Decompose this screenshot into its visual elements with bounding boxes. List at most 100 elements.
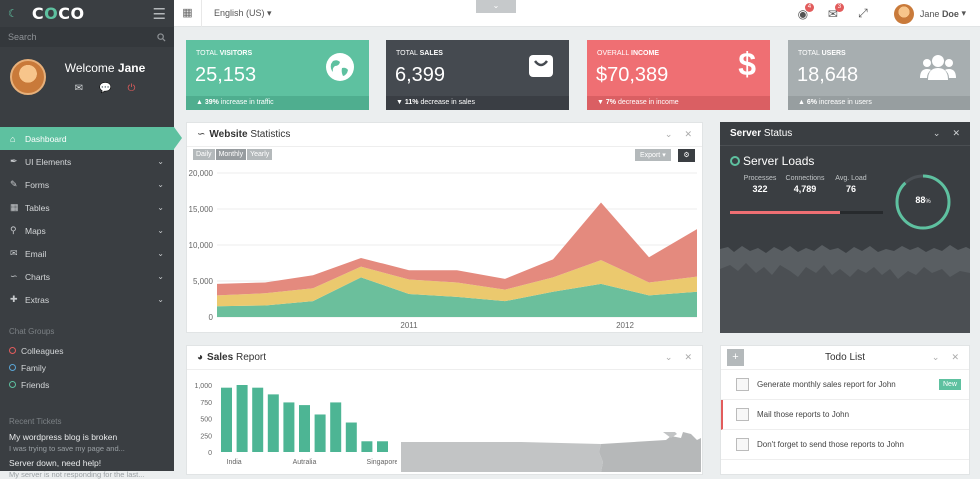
status-dot-icon (9, 381, 16, 388)
chevron-down-icon[interactable]: ⌄ (664, 352, 673, 362)
sidebar-item-extras[interactable]: ✚ Extras ⌄ (10, 294, 164, 305)
y-tick-label: 15,000 (189, 205, 214, 214)
panel-title: Server Status (730, 128, 793, 139)
y-tick-label: 250 (200, 433, 212, 440)
chat-icon[interactable]: 💬 (99, 82, 112, 94)
todo-item: Mail those reports to John (721, 400, 969, 430)
chevron-down-icon: ⌄ (157, 180, 164, 189)
moon-icon: ☾ (8, 8, 18, 20)
todo-checkbox[interactable] (736, 378, 749, 391)
chat-group-friends[interactable]: Friends (0, 376, 174, 393)
sidebar-item-maps[interactable]: ⚲ Maps ⌄ (10, 225, 164, 236)
chevron-down-icon[interactable]: ⌄ (932, 128, 941, 138)
chat-group-family[interactable]: Family (0, 359, 174, 376)
globe-icon: ◉ (797, 6, 809, 21)
server-load-bar (730, 211, 883, 214)
todo-checkbox[interactable] (736, 438, 749, 451)
chevron-down-icon[interactable]: ⌄ (664, 129, 673, 139)
x-tick-label: 2012 (616, 321, 634, 330)
chevron-down-icon: ⌄ (157, 203, 164, 212)
export-button[interactable]: Export ▾ (635, 149, 671, 161)
close-icon[interactable]: ✕ (951, 352, 959, 362)
fullscreen-button[interactable]: ⤢ (848, 6, 878, 21)
bar (267, 394, 279, 452)
sidebar-item-dashboard[interactable]: ⌂ Dashboard (0, 127, 182, 150)
bar (283, 402, 295, 452)
todo-checkbox[interactable] (736, 408, 749, 421)
apps-grid-icon[interactable]: ▦ (174, 0, 202, 27)
server-status-panel: Server Status ⌄ ✕ Server Loads Processes 3… (720, 122, 970, 333)
status-dot-icon (9, 364, 16, 371)
range-daily-button[interactable]: Daily (193, 149, 215, 160)
todo-panel: + Todo List ⌄ ✕ Generate monthly sales re… (720, 345, 970, 475)
chat-group-colleagues[interactable]: Colleagues (0, 342, 174, 359)
brand-logo[interactable]: COCO (31, 4, 85, 23)
language-select[interactable]: English (US) ▾ (214, 7, 272, 18)
sidebar-item-charts[interactable]: ∽ Charts ⌄ (10, 271, 164, 282)
new-badge: New (938, 379, 961, 390)
tile-value: 25,153 (195, 64, 257, 86)
close-icon[interactable]: ✕ (684, 129, 692, 139)
website-statistics-panel: ∽ Website Statistics ⌄ ✕ Daily Monthly Ye… (186, 122, 703, 333)
menu-toggle-icon[interactable]: ☰ (152, 5, 166, 23)
sidebar-search[interactable]: Search (0, 27, 174, 47)
x-tick-label: India (227, 459, 242, 466)
line-chart-icon: ∽ (197, 129, 206, 140)
notifications-button[interactable]: ◉ 4 (788, 2, 818, 21)
sidebar-nav: ⌂ Dashboard ✒ UI Elements ⌄ ✎ Forms ⌄ ▦ Tables… (0, 127, 182, 311)
y-tick-label: 20,000 (189, 169, 214, 178)
envelope-icon[interactable]: ✉ (74, 82, 83, 94)
sales-report-chart: 1,000 750 500 250 0 India Autralia Singapore (194, 383, 397, 466)
power-icon[interactable]: ⏻ (127, 82, 136, 94)
pencil-icon: ✎ (10, 179, 18, 189)
avatar (893, 3, 914, 24)
sidebar-item-tables[interactable]: ▦ Tables ⌄ (10, 202, 164, 213)
pie-chart-icon: ◕ (197, 352, 204, 363)
stat-tile-visitors: Total Visitors 25,153 ▲ 39% increase in … (186, 40, 369, 110)
sidebar-item-email[interactable]: ✉ Email ⌄ (10, 248, 164, 259)
envelope-icon: ✉ (827, 6, 838, 21)
bar (299, 405, 310, 452)
expand-icon: ⤢ (858, 6, 868, 20)
bar (236, 385, 248, 452)
y-tick-label: 750 (200, 400, 212, 407)
bar (314, 414, 326, 452)
ticket-item[interactable]: Server down, need help! My server is not… (9, 458, 145, 479)
collapse-tab[interactable]: ⌄ (476, 0, 516, 13)
avatar[interactable] (10, 59, 46, 95)
sidebar: ☾ COCO ☰ Search Welcome Jane ✉ 💬 ⏻ ⌂ Dash… (0, 0, 182, 479)
range-yearly-button[interactable]: Yearly (247, 149, 273, 160)
close-icon[interactable]: ✕ (952, 128, 960, 138)
chevron-down-icon: ⌄ (157, 157, 164, 166)
double-chevron-down-icon: ⌄ (492, 1, 500, 10)
ticket-item[interactable]: My wordpress blog is broken I was trying… (9, 432, 125, 453)
gear-icon: ⚙ (683, 152, 690, 159)
search-input[interactable]: Search (8, 32, 37, 42)
logo-bar: ☾ COCO ☰ (0, 0, 174, 27)
recent-tickets-title: Recent Tickets (9, 417, 62, 426)
notifications-badge: 4 (804, 2, 814, 12)
area-series-2 (217, 202, 697, 296)
sidebar-item-forms[interactable]: ✎ Forms ⌄ (10, 179, 164, 190)
add-todo-button[interactable]: + (727, 349, 744, 366)
range-monthly-button[interactable]: Monthly (215, 149, 247, 160)
basket-icon (527, 52, 555, 87)
bar (221, 387, 232, 452)
panel-title: Sales Report (207, 352, 266, 363)
close-icon[interactable]: ✕ (684, 352, 692, 362)
search-icon[interactable] (157, 32, 166, 42)
user-menu[interactable]: Jane Doe ▾ (893, 3, 966, 24)
tile-value: 18,648 (797, 64, 859, 86)
bar (377, 441, 388, 452)
world-map (401, 432, 701, 472)
messages-badge: 3 (834, 2, 844, 12)
y-tick-label: 0 (209, 313, 214, 322)
messages-button[interactable]: ✉ 3 (818, 2, 848, 21)
sidebar-item-ui-elements[interactable]: ✒ UI Elements ⌄ (10, 156, 164, 167)
settings-button[interactable]: ⚙ (678, 149, 695, 162)
chevron-down-icon[interactable]: ⌄ (931, 352, 940, 362)
bar (345, 422, 357, 452)
welcome-text: Welcome Jane (64, 60, 146, 75)
area-series-0 (217, 277, 697, 317)
bar (361, 441, 373, 452)
